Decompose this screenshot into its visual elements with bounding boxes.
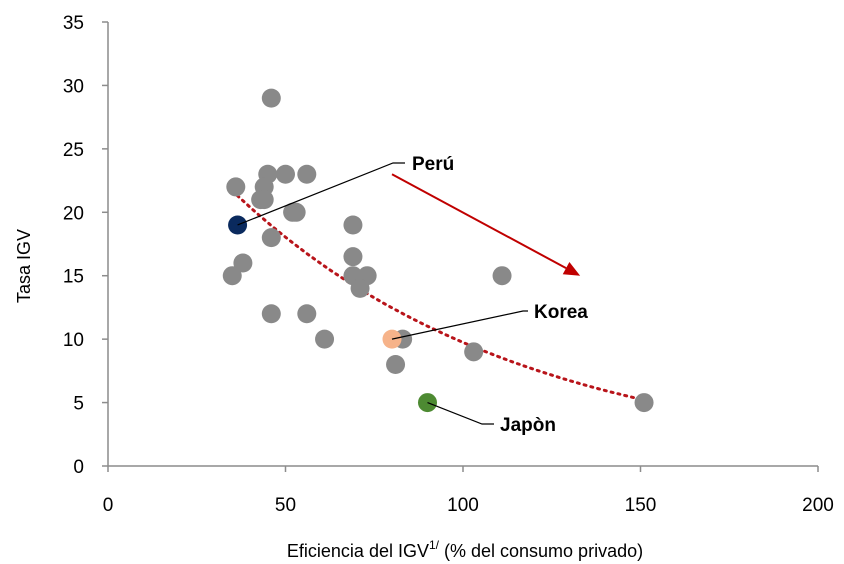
x-axis-title-superscript: 1/ <box>429 538 440 552</box>
annotation-label: Korea <box>534 302 588 323</box>
x-tick-labels: 0 50 100 150 200 <box>103 466 834 516</box>
axes <box>107 22 818 467</box>
leader-line <box>237 162 405 226</box>
data-point <box>315 329 335 349</box>
x-axis-title-main: Eficiencia del IGV <box>287 541 429 561</box>
data-point <box>297 304 317 324</box>
data-point <box>261 88 281 108</box>
y-tick-label: 5 <box>73 394 84 415</box>
trendline <box>230 189 646 402</box>
leader-line <box>427 402 494 425</box>
highlighted-points <box>228 215 437 413</box>
data-point <box>464 342 484 362</box>
y-tick-label: 15 <box>63 267 84 288</box>
x-tick-label: 50 <box>275 495 296 516</box>
data-point <box>261 228 281 248</box>
leader-line <box>391 310 528 340</box>
y-tick-label: 10 <box>63 330 84 351</box>
annotations: Perú Korea Japòn <box>237 154 588 436</box>
y-tick-label: 35 <box>63 13 84 34</box>
data-points <box>222 88 654 413</box>
x-tick-label: 150 <box>625 495 657 516</box>
trend-arrow-head <box>562 261 581 276</box>
y-tick-label: 20 <box>63 203 84 224</box>
data-point <box>634 393 654 413</box>
data-point <box>254 190 274 210</box>
y-tick-label: 25 <box>63 140 84 161</box>
data-point <box>286 202 306 222</box>
data-point <box>492 266 512 286</box>
data-point <box>222 266 242 286</box>
data-point <box>233 253 253 273</box>
data-point <box>343 215 363 235</box>
y-tick-labels: 0 5 10 15 20 25 30 35 <box>63 13 108 478</box>
data-point <box>350 278 370 298</box>
data-point <box>386 355 406 375</box>
data-point <box>261 304 281 324</box>
y-tick-label: 30 <box>63 76 84 97</box>
x-tick-label: 0 <box>103 495 114 516</box>
data-point <box>226 177 246 197</box>
y-axis-title: Tasa IGV <box>14 229 34 303</box>
y-tick-label: 0 <box>73 457 84 478</box>
data-point <box>297 164 317 184</box>
x-tick-label: 200 <box>802 495 834 516</box>
x-tick-label: 100 <box>447 495 479 516</box>
annotation-label: Perú <box>412 154 454 175</box>
annotation-label: Japòn <box>500 415 556 436</box>
data-point <box>343 247 363 267</box>
x-axis-title-rest: (% del consumo privado) <box>439 541 643 561</box>
trend-arrow-line <box>391 173 567 269</box>
data-point <box>276 164 295 184</box>
x-axis-title: Eficiencia del IGV1/ (% del consumo priv… <box>287 538 643 561</box>
